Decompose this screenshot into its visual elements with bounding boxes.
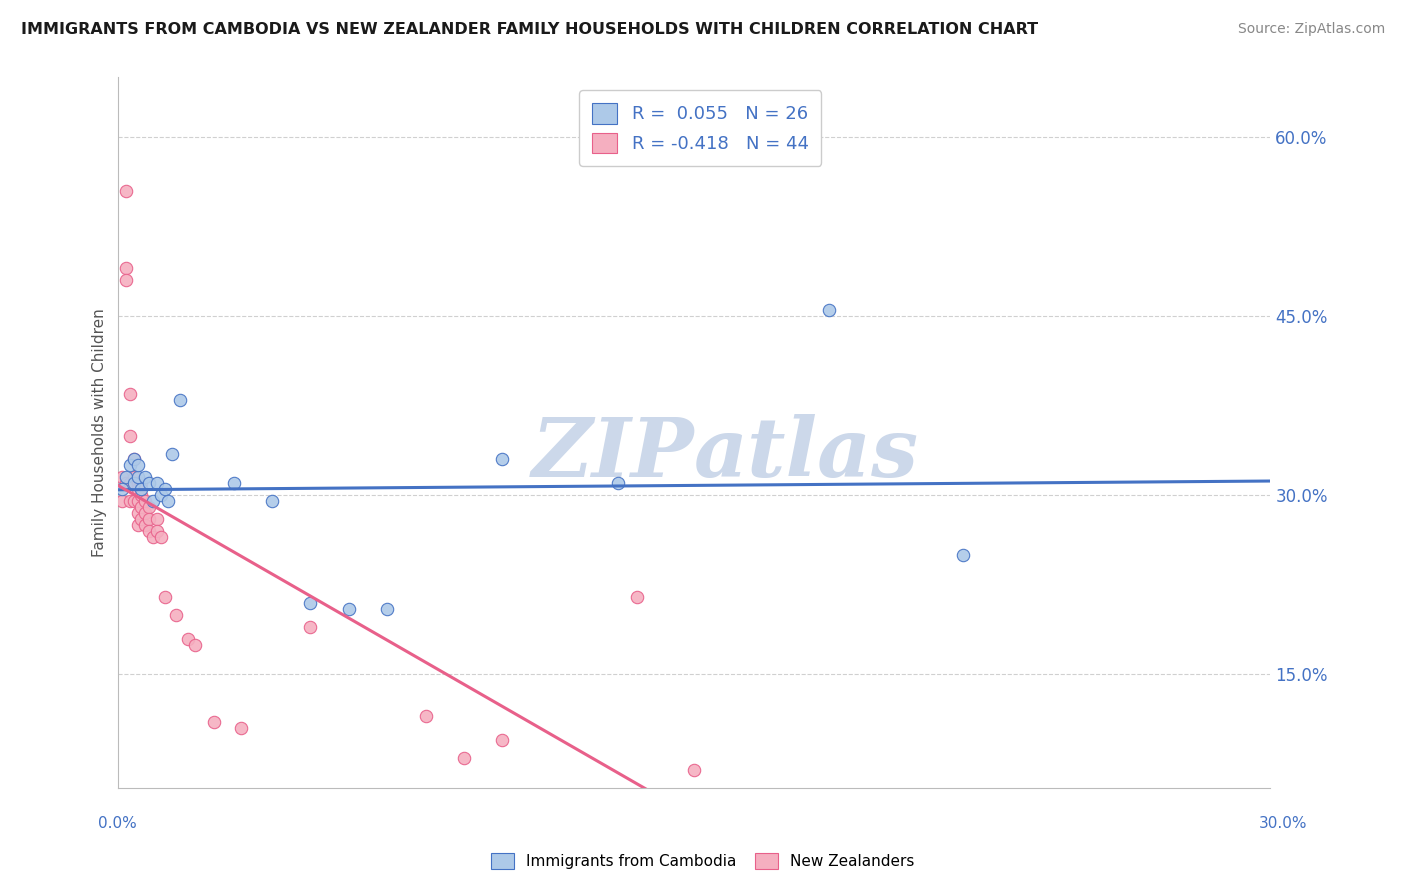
Point — [127, 506, 149, 520]
Point — [115, 261, 138, 276]
Point — [111, 483, 134, 497]
Point — [131, 483, 153, 497]
Point — [111, 470, 134, 484]
Text: 30.0%: 30.0% — [1260, 816, 1308, 831]
Point — [138, 524, 160, 538]
Point — [134, 518, 156, 533]
Point — [142, 494, 165, 508]
Point — [952, 548, 974, 562]
Point — [491, 733, 513, 747]
Point — [415, 709, 437, 723]
Point — [134, 506, 156, 520]
Point — [122, 494, 145, 508]
Point — [146, 524, 169, 538]
Point — [817, 303, 839, 318]
Point — [131, 512, 153, 526]
Legend: Immigrants from Cambodia, New Zealanders: Immigrants from Cambodia, New Zealanders — [485, 847, 921, 875]
Point — [146, 512, 169, 526]
Point — [337, 601, 360, 615]
Point — [127, 470, 149, 484]
Point — [138, 476, 160, 491]
Point — [118, 494, 141, 508]
Point — [138, 512, 160, 526]
Point — [453, 751, 475, 765]
Point — [165, 607, 187, 622]
Point — [299, 619, 322, 633]
Point — [115, 273, 138, 287]
Point — [122, 470, 145, 484]
Point — [260, 494, 283, 508]
Point — [118, 387, 141, 401]
Point — [149, 488, 172, 502]
Text: ZIP: ZIP — [531, 414, 695, 494]
Point — [127, 483, 149, 497]
Point — [122, 452, 145, 467]
Point — [222, 476, 245, 491]
Point — [491, 452, 513, 467]
Point — [153, 483, 176, 497]
Y-axis label: Family Households with Children: Family Households with Children — [93, 309, 107, 557]
Point — [142, 530, 165, 544]
Point — [157, 494, 180, 508]
Point — [118, 428, 141, 442]
Point — [626, 590, 648, 604]
Point — [146, 476, 169, 491]
Point — [127, 476, 149, 491]
Point — [134, 470, 156, 484]
Text: IMMIGRANTS FROM CAMBODIA VS NEW ZEALANDER FAMILY HOUSEHOLDS WITH CHILDREN CORREL: IMMIGRANTS FROM CAMBODIA VS NEW ZEALANDE… — [21, 22, 1038, 37]
Point — [131, 500, 153, 515]
Point — [153, 590, 176, 604]
Point — [122, 476, 145, 491]
Point — [127, 518, 149, 533]
Point — [118, 458, 141, 473]
Point — [115, 470, 138, 484]
Point — [131, 476, 153, 491]
Point — [299, 596, 322, 610]
Point — [115, 476, 138, 491]
Point — [160, 446, 183, 460]
Point — [176, 632, 198, 646]
Point — [149, 530, 172, 544]
Text: 0.0%: 0.0% — [98, 816, 138, 831]
Point — [111, 494, 134, 508]
Point — [134, 494, 156, 508]
Point — [122, 452, 145, 467]
Point — [683, 763, 706, 777]
Point — [231, 721, 253, 735]
Point — [138, 500, 160, 515]
Point — [115, 184, 138, 198]
Point — [118, 476, 141, 491]
Point — [131, 488, 153, 502]
Text: Source: ZipAtlas.com: Source: ZipAtlas.com — [1237, 22, 1385, 37]
Point — [169, 392, 191, 407]
Legend: R =  0.055   N = 26, R = -0.418   N = 44: R = 0.055 N = 26, R = -0.418 N = 44 — [579, 90, 821, 166]
Point — [127, 494, 149, 508]
Point — [375, 601, 398, 615]
Point — [127, 458, 149, 473]
Point — [204, 715, 226, 730]
Point — [184, 638, 207, 652]
Point — [606, 476, 628, 491]
Text: atlas: atlas — [695, 414, 920, 494]
